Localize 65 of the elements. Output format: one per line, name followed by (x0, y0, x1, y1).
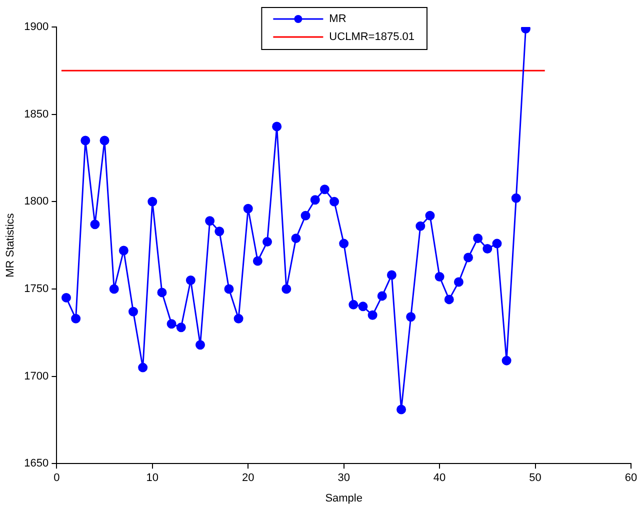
point (61, 292, 71, 302)
point (262, 237, 272, 247)
point (320, 184, 330, 194)
point (196, 340, 206, 350)
x-tick-label: 60 (624, 472, 638, 484)
x-tick-label: 10 (146, 472, 159, 484)
y-axis-title: MR Statistics (4, 212, 17, 278)
point (166, 319, 176, 329)
point (148, 196, 158, 206)
point (444, 294, 454, 304)
point (386, 270, 396, 280)
point (252, 256, 262, 266)
point (80, 136, 90, 146)
point (176, 322, 186, 332)
point (464, 252, 474, 262)
point (348, 300, 358, 310)
x-tick-label: 0 (54, 472, 60, 484)
y-tick-label: 1900 (24, 21, 49, 34)
legend-label: MR (329, 13, 346, 26)
point (416, 221, 426, 231)
point (310, 195, 320, 205)
point (282, 284, 292, 294)
point (90, 220, 100, 230)
point (406, 312, 416, 322)
point (454, 277, 464, 287)
point (291, 234, 301, 244)
point (157, 288, 167, 298)
point (224, 284, 234, 294)
y-tick-label: 1800 (24, 196, 49, 208)
x-axis-title: Sample (325, 492, 362, 504)
y-tick-label: 1850 (24, 108, 49, 120)
legend-label: UCLMR=1875.01 (329, 31, 414, 44)
point (434, 272, 444, 282)
point (138, 362, 148, 372)
point (425, 210, 435, 220)
point (243, 204, 253, 214)
point (377, 291, 387, 301)
point (109, 284, 119, 294)
point (502, 356, 512, 366)
x-tick-label: 40 (433, 472, 446, 484)
y-tick-label: 1650 (24, 458, 49, 470)
point (71, 314, 81, 324)
x-tick-label: 30 (338, 472, 350, 484)
y-tick-label: 1750 (24, 282, 49, 295)
point (205, 216, 215, 226)
point (330, 196, 340, 206)
point (214, 226, 224, 236)
point (482, 244, 492, 254)
point (118, 246, 128, 256)
point (100, 136, 110, 146)
point (186, 275, 196, 285)
point (234, 314, 244, 324)
point (473, 234, 483, 244)
point (358, 302, 368, 312)
x-tick-label: 20 (242, 472, 254, 484)
point (272, 122, 282, 132)
point (339, 238, 349, 248)
x-tick-label: 50 (529, 472, 542, 484)
y-tick-label: 1700 (24, 370, 49, 382)
point (396, 404, 406, 414)
point (511, 193, 521, 203)
point (368, 310, 378, 320)
point (128, 306, 138, 316)
point (300, 210, 310, 220)
point (492, 238, 502, 248)
